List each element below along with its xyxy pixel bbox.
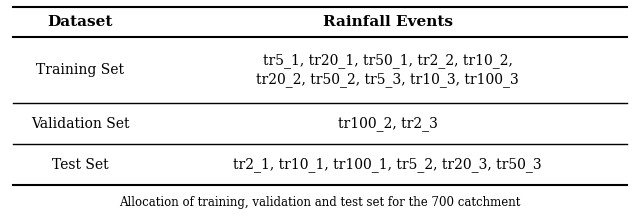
Text: Training Set: Training Set: [36, 63, 124, 77]
Text: Allocation of training, validation and test set for the 700 catchment: Allocation of training, validation and t…: [119, 196, 521, 209]
Text: tr5_1, tr20_1, tr50_1, tr2_2, tr10_2,
tr20_2, tr50_2, tr5_3, tr10_3, tr100_3: tr5_1, tr20_1, tr50_1, tr2_2, tr10_2, tr…: [256, 53, 519, 87]
Text: Validation Set: Validation Set: [31, 117, 130, 131]
Text: tr100_2, tr2_3: tr100_2, tr2_3: [338, 116, 438, 131]
Text: tr2_1, tr10_1, tr100_1, tr5_2, tr20_3, tr50_3: tr2_1, tr10_1, tr100_1, tr5_2, tr20_3, t…: [233, 157, 542, 172]
Text: Dataset: Dataset: [48, 15, 113, 29]
Text: Test Set: Test Set: [52, 158, 109, 172]
Text: Rainfall Events: Rainfall Events: [323, 15, 452, 29]
